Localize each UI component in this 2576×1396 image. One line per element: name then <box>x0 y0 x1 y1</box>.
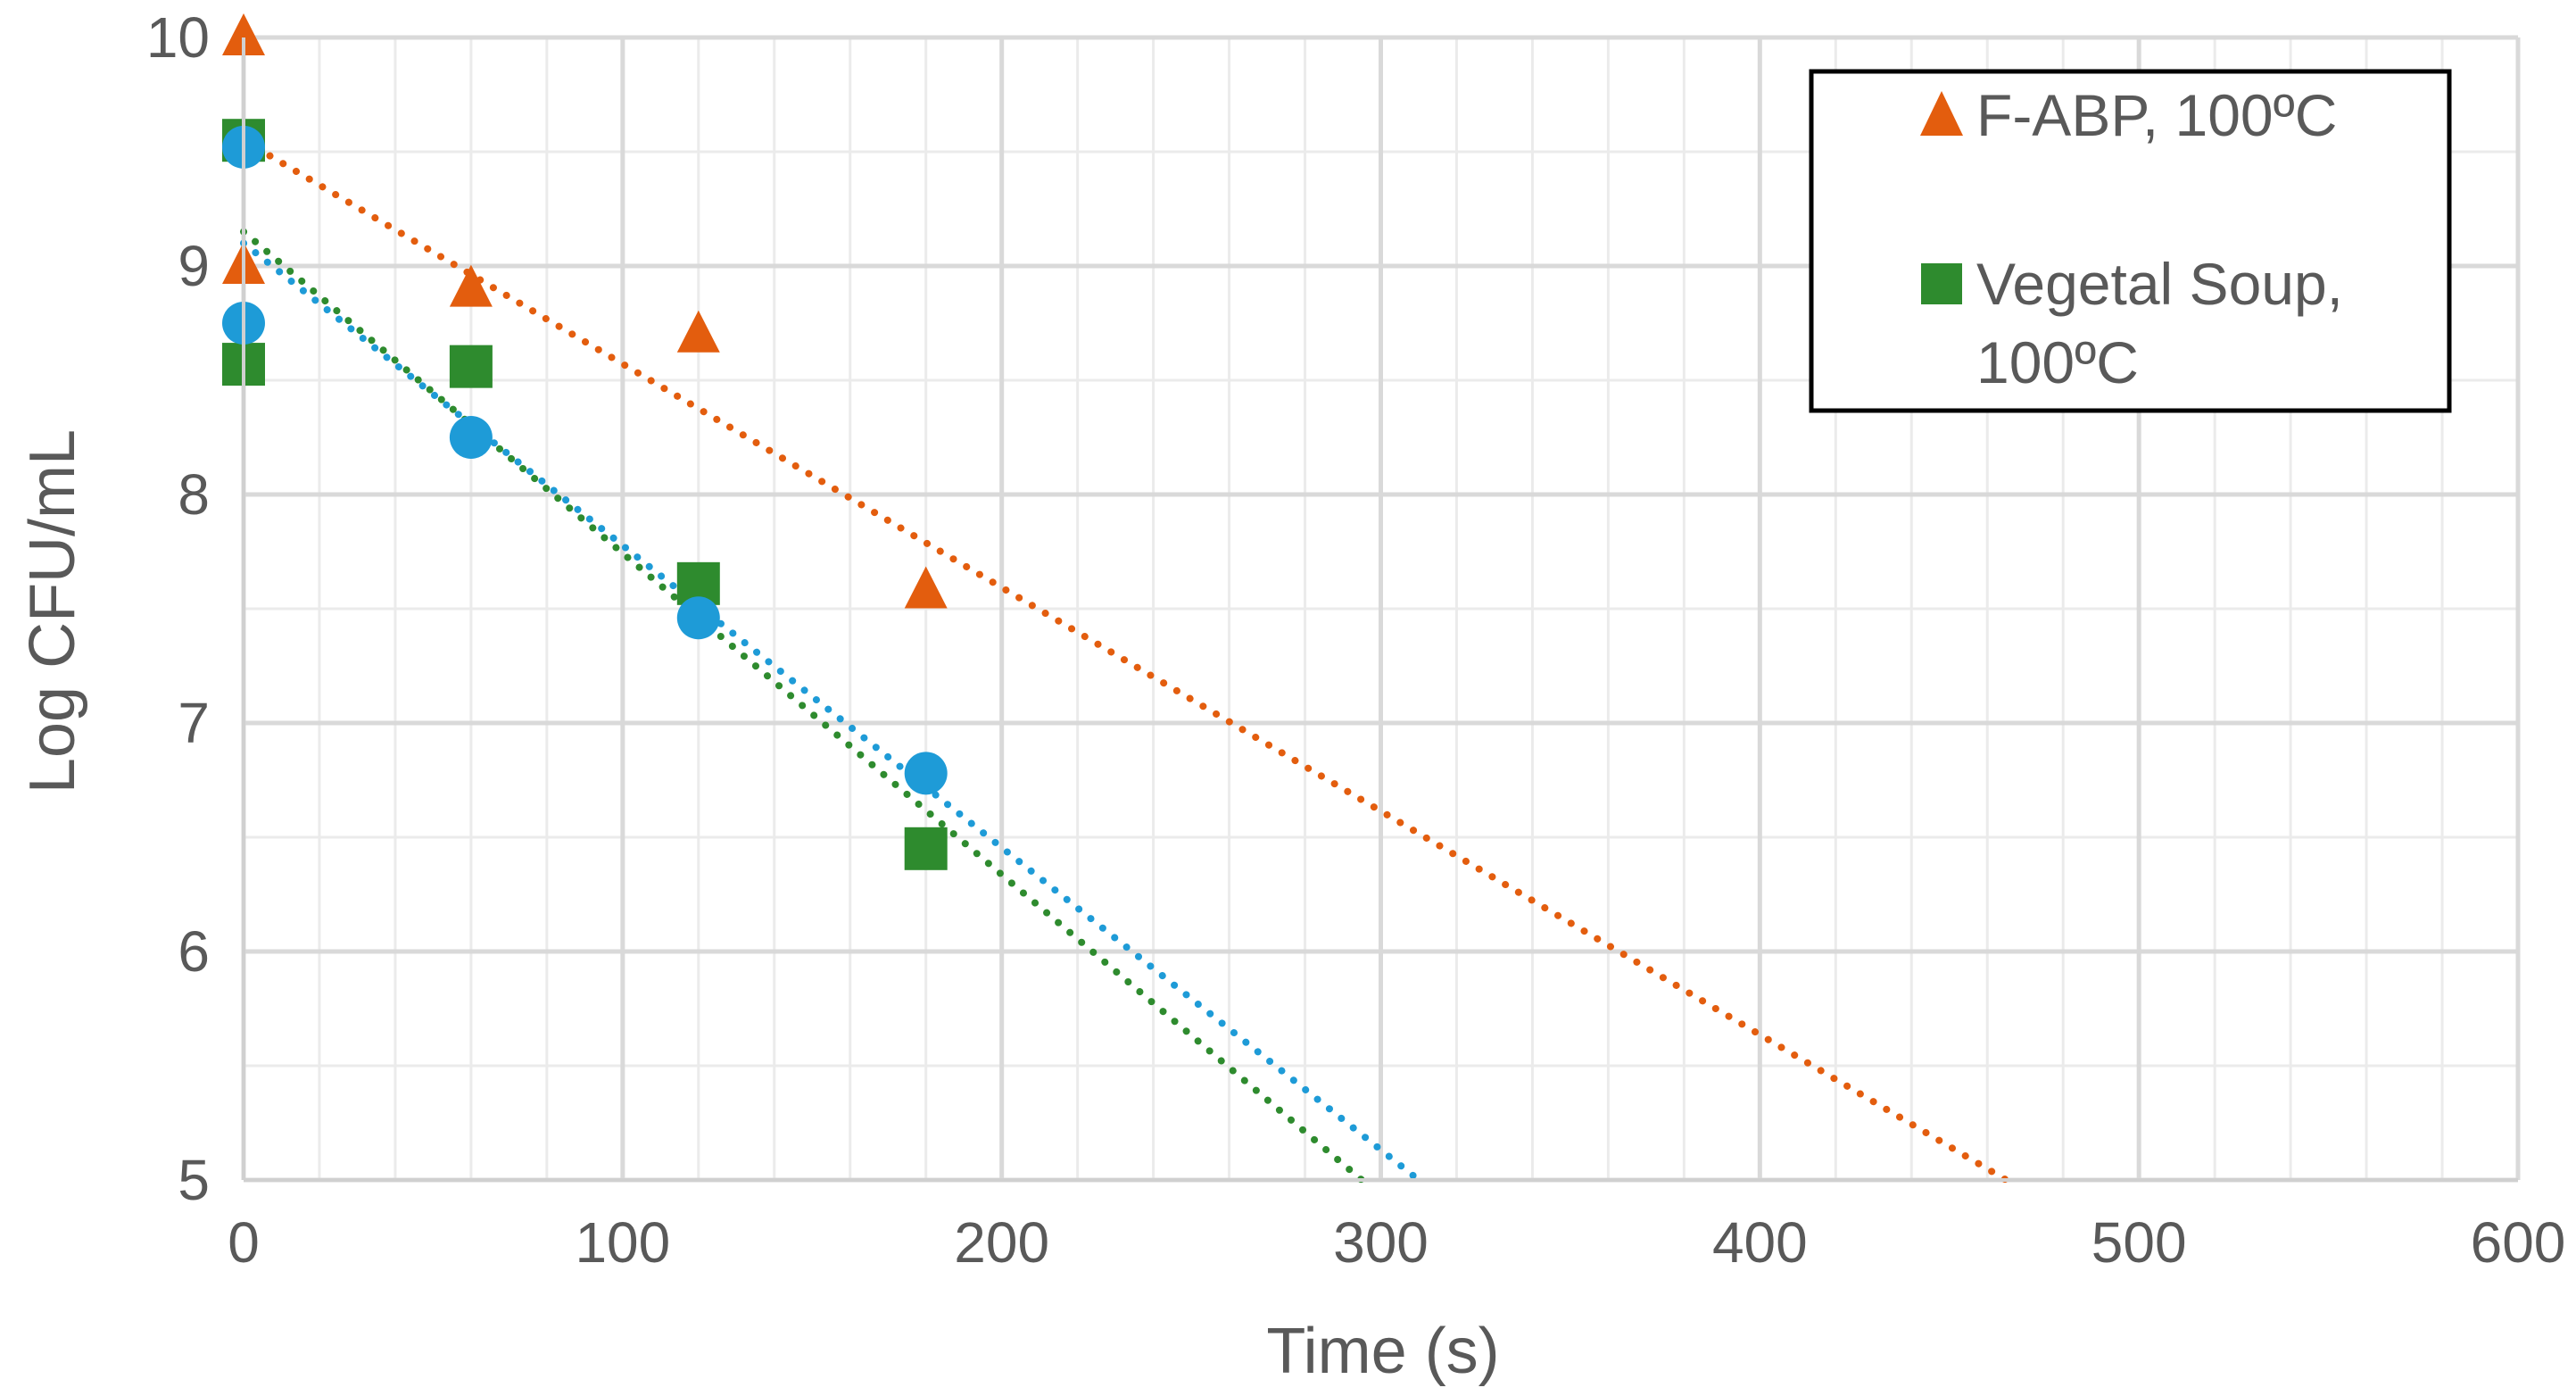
x-tick-label: 200 <box>954 1210 1049 1275</box>
data-point-square <box>904 827 948 870</box>
trendlines <box>240 137 2010 1184</box>
y-tick-label: 6 <box>178 919 210 984</box>
data-point-triangle <box>676 310 720 353</box>
legend-marker-square <box>1921 263 1962 304</box>
legend-box <box>1809 69 2452 413</box>
legend-label-vegetal-soup: Vegetal Soup, 100ºC <box>1976 251 2343 395</box>
y-tick-label: 8 <box>178 462 210 527</box>
trendline-circle <box>240 239 1422 1184</box>
y-tick-label: 9 <box>178 234 210 298</box>
data-point-circle <box>676 596 720 640</box>
x-tick-label: 600 <box>2471 1210 2566 1275</box>
y-tick-label: 10 <box>146 5 210 70</box>
legend-marker-triangle <box>1920 91 1963 136</box>
tick-labels: 0 100 200 300 400 500 600 5 6 7 8 9 10 <box>146 5 2566 1275</box>
data-point-triangle <box>222 13 265 55</box>
legend-label-f-abp: F-ABP, 100ºC <box>1976 82 2337 148</box>
y-tick-label: 5 <box>178 1148 210 1212</box>
x-tick-label: 500 <box>2091 1210 2187 1275</box>
x-tick-label: 100 <box>575 1210 670 1275</box>
x-axis-title: Time (s) <box>1266 1316 1499 1387</box>
x-tick-label: 0 <box>228 1210 260 1275</box>
data-point-triangle <box>449 264 493 307</box>
data-point-circle <box>449 416 493 459</box>
data-point-circle <box>904 752 948 795</box>
legend: F-ABP, 100ºC Vegetal Soup, 100ºC <box>1809 69 2452 413</box>
x-tick-label: 400 <box>1712 1210 1808 1275</box>
trendline-square <box>240 228 1366 1184</box>
y-tick-label: 7 <box>178 691 210 755</box>
y-axis-title: Log CFU/mL <box>17 429 88 794</box>
data-point-triangle <box>904 566 948 609</box>
trendline-triangle <box>240 137 2010 1184</box>
x-tick-label: 300 <box>1333 1210 1429 1275</box>
data-points <box>222 13 948 870</box>
data-point-square <box>449 345 493 388</box>
